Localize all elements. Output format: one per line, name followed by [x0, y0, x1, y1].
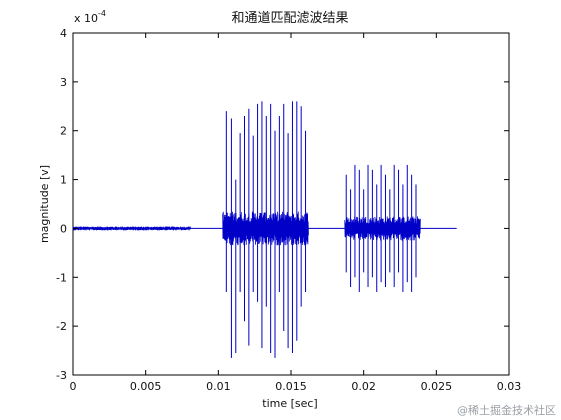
x-tick-label: 0.025	[421, 380, 453, 393]
x-tick-label: 0	[70, 380, 77, 393]
signal-segment-1	[72, 226, 191, 231]
y-tick-label: 2	[60, 125, 67, 138]
y-tick-label: -2	[56, 320, 67, 333]
y-tick-label: -1	[56, 271, 67, 284]
x-tick-label: 0.03	[497, 380, 522, 393]
x-tick-label: 0.005	[130, 380, 162, 393]
signal-segment-2	[222, 211, 309, 246]
y-exponent-label: x 10-4	[74, 9, 106, 25]
series-layer	[72, 101, 457, 358]
watermark-text: @稀土掘金技术社区	[457, 403, 556, 417]
y-tick-label: -3	[56, 369, 67, 382]
y-exponent-power: -4	[98, 9, 106, 18]
y-axis-label: magnitude [v]	[38, 165, 51, 243]
y-tick-label: 1	[60, 174, 67, 187]
y-exponent-base: x 10	[74, 12, 98, 25]
x-axis-label: time [sec]	[262, 397, 317, 410]
y-tick-label: 3	[60, 76, 67, 89]
y-tick-label: 0	[60, 222, 67, 235]
y-tick-label: 4	[60, 27, 67, 40]
x-tick-label: 0.02	[351, 380, 376, 393]
ticks-layer: 0 0.005 0.01 0.015 0.02 0.025 0.03 -3 -2 -1 0 1 2 3 4	[56, 27, 521, 393]
x-tick-label: 0.01	[206, 380, 231, 393]
chart-title: 和通道匹配滤波结果	[231, 11, 348, 26]
x-tick-label: 0.015	[275, 380, 307, 393]
